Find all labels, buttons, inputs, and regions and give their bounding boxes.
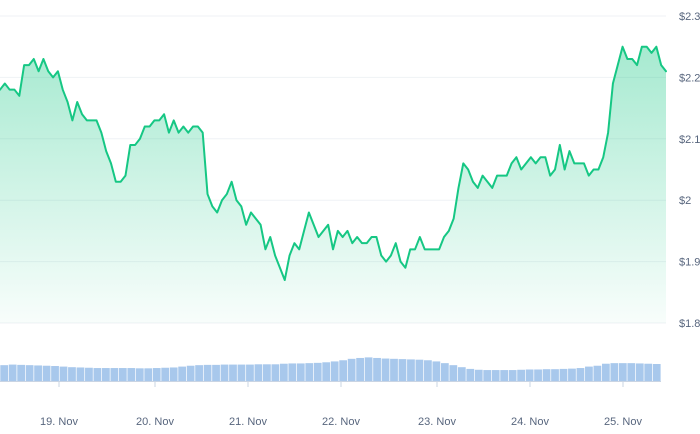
volume-bar (288, 363, 297, 381)
x-tick-label: 21. Nov (229, 416, 267, 428)
volume-bar (610, 363, 619, 381)
volume-bar (135, 368, 144, 381)
volume-bar (203, 364, 212, 381)
volume-bar (59, 366, 68, 381)
volume-bar (618, 363, 627, 381)
volume-bar (330, 361, 339, 381)
volume-bar (178, 366, 187, 381)
volume-bar (551, 369, 559, 381)
volume-bar (101, 368, 110, 381)
volume-bar (229, 364, 237, 381)
volume-bar (652, 364, 661, 381)
volume-bar (144, 368, 153, 381)
volume-bar (534, 369, 542, 381)
volume-bar (110, 368, 119, 381)
volume-bar (474, 369, 483, 381)
volume-bar (491, 370, 500, 381)
volume-bar (339, 360, 348, 381)
volume-bar (8, 364, 17, 381)
x-axis-labels: 19. Nov 20. Nov 21. Nov 22. Nov 23. Nov 24. N… (40, 382, 642, 428)
volume-bar (508, 370, 517, 381)
price-area (0, 46, 666, 323)
volume-bar (407, 359, 415, 381)
volume-bar (127, 368, 136, 381)
volume-bar (93, 368, 102, 381)
volume-bar (17, 364, 26, 381)
volume-bar (0, 365, 9, 381)
volume-bar (322, 362, 331, 381)
volume-bar (347, 358, 356, 381)
volume-bar (517, 369, 526, 381)
volume-bar (635, 363, 644, 381)
volume-bar (415, 359, 424, 381)
volume-bar (118, 368, 127, 381)
volume-bar (601, 363, 610, 381)
x-tick-label: 24. Nov (511, 416, 549, 428)
x-tick-label: 22. Nov (322, 416, 360, 428)
volume-bar (161, 367, 170, 381)
volume-bar (152, 368, 161, 381)
volume-bar (398, 359, 407, 381)
volume-bar (644, 363, 653, 381)
volume-bar (42, 365, 51, 381)
volume-bar (263, 364, 271, 381)
y-tick-label: $2 (679, 195, 691, 207)
y-tick-label: $1.9 (679, 257, 700, 269)
volume-bar (576, 368, 585, 381)
x-tick-label: 20. Nov (136, 416, 174, 428)
volume-bar (169, 367, 178, 381)
volume-bar (305, 363, 314, 381)
volume-bar (246, 364, 254, 381)
volume-bar (500, 370, 509, 381)
volume-bar (483, 370, 492, 381)
volume-bar (76, 367, 85, 381)
volume-bar (356, 357, 364, 381)
volume-bar (271, 364, 280, 381)
volume-bar (457, 367, 466, 381)
volume-bar (542, 369, 551, 381)
volume-bar (195, 365, 203, 381)
y-tick-label: $2.2 (679, 72, 700, 84)
volume-bar (424, 360, 432, 381)
volume-bar (466, 368, 475, 381)
volume-bar (585, 366, 593, 381)
y-tick-label: $2.3 (679, 11, 700, 23)
volume-bar (51, 366, 59, 381)
volume-bar (381, 358, 390, 381)
volume-bar (68, 367, 76, 381)
x-tick-label: 19. Nov (40, 416, 78, 428)
volume-bar (364, 357, 373, 381)
volume-bar (296, 363, 305, 381)
volume-bar (627, 363, 636, 381)
volume-bar (568, 368, 576, 381)
volume-bar (34, 365, 42, 381)
volume-bar (313, 362, 322, 381)
volume-bar (212, 364, 220, 381)
y-tick-label: $2.1 (679, 134, 700, 146)
price-line (0, 45, 667, 282)
volume-bar (432, 361, 441, 381)
volume-bar (373, 357, 381, 381)
volume-bar (440, 363, 449, 381)
volume-bar (85, 367, 93, 381)
volume-bar (593, 365, 602, 381)
y-tick-label: $1.8 (679, 318, 700, 330)
x-tick-label: 23. Nov (418, 416, 456, 428)
y-axis-labels: $1.8 $1.9 $2 $2.1 $2.2 $2.3 (679, 11, 700, 330)
x-tick-label: 25. Nov (604, 416, 642, 428)
volume-bar (186, 365, 195, 381)
volume-bar (279, 363, 288, 381)
volume-bar (390, 358, 398, 381)
volume-bar (237, 364, 246, 381)
volume-bars (0, 357, 661, 382)
volume-bar (220, 364, 229, 381)
volume-bar (25, 365, 34, 381)
volume-bar (254, 364, 263, 381)
volume-bar (559, 368, 568, 381)
volume-bar (525, 369, 534, 381)
volume-bar (449, 365, 458, 381)
